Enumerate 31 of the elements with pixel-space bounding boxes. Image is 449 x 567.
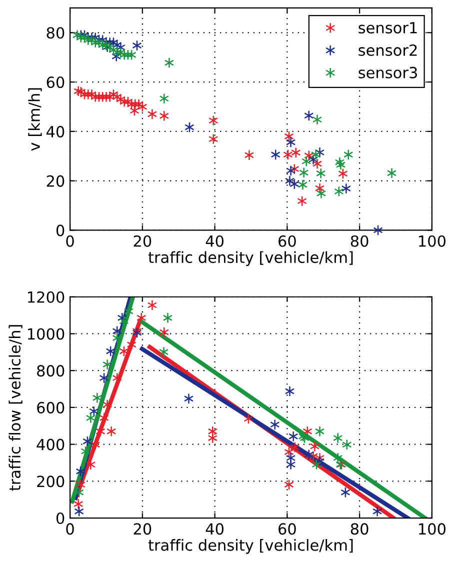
y-tick-label: 400 [36, 438, 64, 450]
x-tick-label: 40 [206, 235, 224, 247]
x-axis-title: traffic density [vehicle/km] [148, 539, 353, 554]
y-tick-label: 40 [46, 126, 64, 138]
x-tick-label: 20 [134, 235, 152, 247]
y-tick-label: 20 [46, 175, 64, 187]
x-tick-label: 0 [66, 523, 74, 535]
y-tick-label: 1200 [28, 291, 64, 303]
x-tick-label: 80 [350, 235, 368, 247]
y-tick-label: 800 [37, 365, 64, 377]
y-tick-label: 1000 [28, 328, 64, 340]
x-tick-label: 100 [419, 523, 446, 535]
y-tick-label: 200 [37, 476, 64, 488]
x-tick-label: 80 [350, 523, 368, 535]
y-tick-label: 600 [37, 402, 64, 414]
y-axis-title: traffic flow [vehicle/h] [8, 325, 22, 491]
y-tick-label: 0 [56, 512, 64, 524]
y-tick-label: 0 [56, 224, 64, 236]
y-tick-label: 80 [46, 27, 64, 39]
x-tick-label: 20 [134, 523, 152, 535]
x-axis-title: traffic density [vehicle/km] [148, 251, 353, 266]
x-tick-label: 0 [66, 235, 74, 247]
y-axis-title: v [km/h] [28, 88, 42, 151]
y-tick-label: 60 [46, 76, 64, 88]
x-tick-label: 100 [419, 235, 446, 247]
legend-label: sensor2 [358, 44, 417, 56]
x-tick-label: 40 [206, 523, 224, 535]
x-tick-label: 60 [278, 523, 296, 535]
legend-label: sensor3 [358, 66, 417, 78]
legend-label: sensor1 [358, 22, 417, 34]
x-tick-label: 60 [278, 235, 296, 247]
